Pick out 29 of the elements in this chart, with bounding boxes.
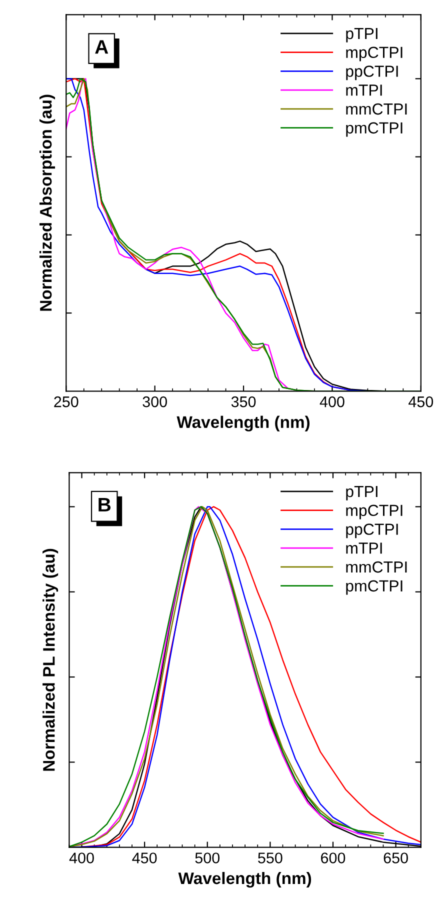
legend-label: mmCTPI (346, 103, 407, 115)
x-tick-label: 650 (384, 852, 408, 864)
x-tick-label: 550 (258, 852, 282, 864)
x-tick-label: 500 (195, 852, 220, 864)
x-tick-label: 450 (408, 396, 434, 408)
x-tick-label: 450 (132, 852, 157, 864)
legend-label: ppCTPI (346, 66, 398, 80)
legend-label: pmCTPI (346, 580, 402, 595)
x-tick-label: 400 (69, 852, 94, 864)
x-axis-title: Wavelength (nm) (178, 872, 312, 888)
legend-label: pmCTPI (346, 122, 402, 137)
x-tick-label: 600 (321, 852, 346, 864)
legend-label: mTPI (346, 84, 382, 96)
legend-label: mmCTPI (346, 561, 407, 573)
x-tick-label: 250 (54, 396, 78, 408)
y-axis-title: Normalized Absorption (au) (39, 94, 56, 311)
annotation: B (98, 498, 111, 512)
legend-label: pTPI (346, 486, 378, 500)
legend-label: ppCTPI (346, 524, 398, 538)
x-tick-label: 300 (142, 396, 167, 408)
legend-label: mTPI (346, 542, 382, 554)
legend-label: mpCTPI (346, 504, 402, 520)
x-tick-label: 400 (320, 396, 344, 408)
y-axis-title: Normalized PL Intensity (au) (42, 548, 58, 771)
x-axis-title: Wavelength (nm) (176, 416, 310, 432)
text: A (95, 40, 108, 54)
legend-label: mpCTPI (346, 46, 402, 62)
x-tick-label: 350 (231, 396, 256, 408)
legend-label: pTPI (346, 28, 378, 42)
